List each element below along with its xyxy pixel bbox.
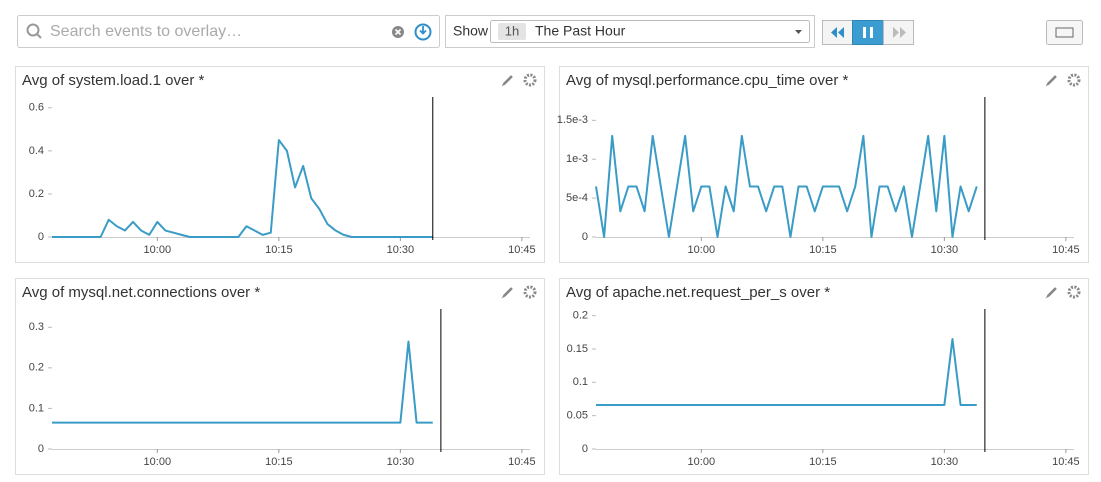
x-tick-label: 10:15	[809, 456, 837, 468]
series-line	[52, 139, 433, 238]
x-tick-label: 10:30	[931, 244, 959, 256]
x-tick-label: 10:00	[688, 244, 716, 256]
y-tick-label: 0.2	[29, 362, 44, 374]
series-line	[595, 134, 978, 238]
y-tick-label: 0	[582, 443, 588, 455]
search-icon	[36, 33, 42, 39]
y-tick-label: 0	[38, 443, 44, 455]
x-tick-label: 10:45	[508, 244, 536, 256]
overlay-button[interactable]	[414, 23, 432, 41]
pause-icon	[863, 27, 873, 38]
series-line	[596, 338, 977, 406]
y-tick-label: 0	[38, 231, 44, 243]
y-tick-label: 0.1	[29, 402, 44, 414]
timeframe-badge: 1h	[505, 23, 519, 38]
panel-title: Avg of apache.net.request_per_s over *	[566, 284, 830, 301]
rewind-icon	[831, 27, 844, 38]
x-tick-label: 10:15	[265, 456, 293, 468]
series-line	[52, 340, 433, 424]
search-icon	[26, 23, 40, 37]
clear-icon	[394, 28, 402, 36]
overlay-icon	[419, 26, 427, 35]
y-tick-label: 0.3	[29, 321, 44, 333]
y-tick-label: 0.1	[573, 376, 588, 388]
pause-button[interactable]	[852, 20, 884, 45]
timeframe-label: The Past Hour	[535, 23, 626, 39]
x-tick-label: 10:00	[688, 456, 716, 468]
edit-icon	[1045, 287, 1057, 299]
keyboard-icon	[1055, 27, 1074, 38]
panel-title: Avg of mysql.net.connections over *	[22, 284, 260, 301]
y-tick-label: 0.05	[567, 410, 588, 422]
edit-icon	[501, 287, 513, 299]
panel	[559, 278, 1089, 475]
keyboard-button[interactable]	[1046, 20, 1083, 45]
show-label: Show	[453, 23, 489, 39]
y-tick-label: 0.2	[573, 310, 588, 322]
timeframe-select[interactable]	[490, 20, 810, 43]
y-tick-label: 0	[582, 231, 588, 243]
x-tick-label: 10:15	[809, 244, 837, 256]
panel	[559, 66, 1089, 263]
x-tick-label: 10:45	[1052, 244, 1080, 256]
y-tick-label: 0.2	[29, 188, 44, 200]
y-tick-label: 0.15	[567, 343, 588, 355]
panel-title: Avg of system.load.1 over *	[22, 72, 204, 89]
settings-icon	[523, 285, 537, 299]
x-tick-label: 10:45	[508, 456, 536, 468]
search-box[interactable]	[17, 15, 440, 48]
search-placeholder: Search events to overlay…	[50, 23, 242, 40]
x-tick-label: 10:30	[931, 456, 959, 468]
y-tick-label: 0.6	[29, 102, 44, 114]
rewind-button[interactable]	[822, 20, 853, 45]
forward-icon	[893, 27, 906, 38]
edit-icon	[501, 75, 513, 87]
settings-icon	[1067, 285, 1081, 299]
y-tick-label: 1e-3	[566, 153, 588, 165]
timeframe-badge-bg	[498, 23, 526, 40]
y-tick-label: 0.4	[29, 145, 44, 157]
x-tick-label: 10:00	[144, 456, 172, 468]
panel	[15, 66, 545, 263]
y-tick-label: 5e-4	[566, 192, 588, 204]
edit-icon	[1045, 75, 1057, 87]
x-tick-label: 10:00	[144, 244, 172, 256]
x-tick-label: 10:30	[387, 456, 415, 468]
settings-icon	[1067, 73, 1081, 87]
settings-icon	[523, 73, 537, 87]
y-tick-label: 1.5e-3	[557, 114, 588, 126]
x-tick-label: 10:15	[265, 244, 293, 256]
x-tick-label: 10:30	[387, 244, 415, 256]
panel-title: Avg of mysql.performance.cpu_time over *	[566, 72, 849, 89]
x-tick-label: 10:45	[1052, 456, 1080, 468]
panel	[15, 278, 545, 475]
dropdown-arrow	[795, 30, 802, 34]
